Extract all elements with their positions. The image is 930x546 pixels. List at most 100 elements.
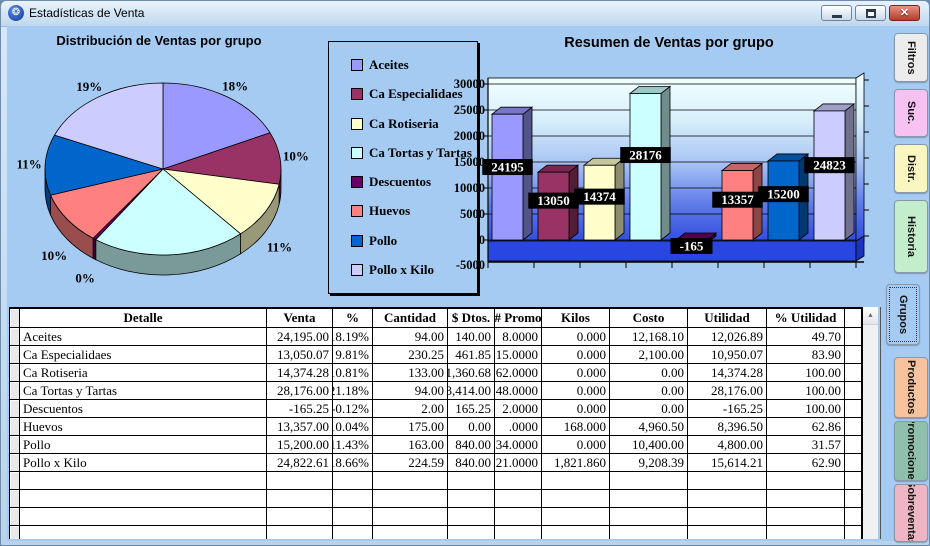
table-row[interactable]: Descuentos -165.25 -0.12% 2.00 165.25 2.0000 0… (10, 400, 862, 418)
tab-filtros[interactable]: Filtros (894, 33, 928, 82)
tab-grupos[interactable]: Grupos (886, 284, 920, 345)
column-header: Cantidad (373, 309, 448, 328)
table-row[interactable]: Ca Rotiseria14,374.2810.81%133.001,360.6… (10, 364, 862, 382)
svg-text:24823: 24823 (813, 158, 846, 173)
table-header-row: Detalle Venta% Cantidad $ Dtos. # Promo Kilos… (10, 309, 862, 328)
table-cell (845, 346, 862, 364)
table-cell: 49.70 (767, 328, 845, 346)
table-cell: Huevos (20, 418, 267, 436)
table-scrollbar[interactable]: ▲ (862, 307, 878, 539)
svg-text:28176: 28176 (629, 148, 662, 163)
tab-label: Sobreventas (905, 484, 917, 542)
table-cell: 4,960.50 (610, 418, 688, 436)
table-cell (20, 526, 267, 539)
table-cell: 14,374.28 (267, 364, 333, 382)
legend-item: Descuentos (351, 174, 473, 190)
legend-item: Huevos (351, 203, 473, 219)
tab-promociones[interactable]: Promociones (894, 421, 928, 481)
table-cell: 9,208.39 (610, 454, 688, 472)
sales-table: Detalle Venta% Cantidad $ Dtos. # Promo Kilos… (9, 307, 881, 539)
table-cell (333, 490, 373, 508)
table-cell: 140.00 (448, 328, 495, 346)
table-cell: 1,821.860 (542, 454, 610, 472)
table-cell: 8,396.50 (688, 418, 767, 436)
table-cell: 14,374.28 (688, 364, 767, 382)
table-cell: 0.00 (448, 418, 495, 436)
table-cell: 10.04% (333, 418, 373, 436)
table-cell (688, 508, 767, 526)
table-cell (448, 508, 495, 526)
column-header: Venta (267, 309, 333, 328)
table-cell (610, 526, 688, 539)
close-icon: ✕ (899, 6, 910, 19)
column-header: Utilidad (688, 309, 767, 328)
table-cell: 21.18% (333, 382, 373, 400)
table-cell: 94.00 (373, 382, 448, 400)
table-empty-row[interactable] (10, 490, 862, 508)
table-empty-row[interactable] (10, 526, 862, 539)
table-empty-row[interactable] (10, 508, 862, 526)
table-cell: -165.25 (267, 400, 333, 418)
tab-historia[interactable]: Historia (894, 200, 928, 273)
table-cell: 12,026.89 (688, 328, 767, 346)
table-cell: 100.00 (767, 382, 845, 400)
table-row[interactable]: Ca Tortas y Tartas28,176.0021.18%94.003,… (10, 382, 862, 400)
legend-item: Pollo x Kilo (351, 262, 473, 278)
table-cell: 10,950.07 (688, 346, 767, 364)
legend-swatch (351, 59, 363, 71)
table-cell (845, 436, 862, 454)
table-cell: 13,357.00 (267, 418, 333, 436)
table-cell (10, 526, 20, 539)
table-cell (20, 508, 267, 526)
table-cell: Pollo (20, 436, 267, 454)
table-cell: 28,176.00 (267, 382, 333, 400)
table-cell: 0.000 (542, 382, 610, 400)
table-cell (10, 436, 20, 454)
table-cell: 0.000 (542, 328, 610, 346)
svg-text:11%: 11% (267, 239, 292, 254)
svg-text:13357: 13357 (721, 192, 754, 207)
column-header: % (333, 309, 373, 328)
table-cell (767, 508, 845, 526)
legend-swatch (351, 146, 363, 159)
table-cell: 0.00 (610, 400, 688, 418)
svg-text:10%: 10% (283, 148, 309, 163)
minimize-button[interactable] (821, 5, 852, 21)
maximize-button[interactable] (855, 5, 886, 21)
table-row[interactable]: Ca Especialidaes 13,050.07 9.81% 230.25 461.… (10, 346, 862, 364)
table-cell: 10,400.00 (610, 436, 688, 454)
close-button[interactable]: ✕ (889, 5, 920, 21)
table-cell: 8.0000 (495, 328, 542, 346)
table-row[interactable]: Aceites24,195.0018.19%94.00140.008.00000… (10, 328, 862, 346)
table-empty-row[interactable] (10, 472, 862, 490)
table-cell (333, 508, 373, 526)
app-icon: ❂ (8, 5, 24, 21)
table-cell (845, 418, 862, 436)
table-row[interactable]: Pollo 15,200.00 11.43% 163.00 840.00 34.0000 0… (10, 436, 862, 454)
tab-label: Productos (905, 360, 917, 415)
titlebar[interactable]: ❂ Estadísticas de Venta ✕ (1, 1, 929, 27)
svg-text:25000: 25000 (454, 103, 485, 117)
scrollbar-up-button[interactable]: ▲ (863, 307, 878, 325)
table-cell: 11.43% (333, 436, 373, 454)
table-cell (610, 472, 688, 490)
tab-productos[interactable]: Productos (894, 357, 928, 418)
table-cell: 0.000 (542, 436, 610, 454)
table-cell: 168.000 (542, 418, 610, 436)
table-cell: 840.00 (448, 454, 495, 472)
table-cell (267, 472, 333, 490)
legend-label: Pollo (369, 232, 398, 248)
table-row[interactable]: Huevos13,357.0010.04%175.000.00.0000168.… (10, 418, 862, 436)
table-cell (267, 526, 333, 539)
legend-item: Pollo (351, 233, 473, 249)
tab-distr[interactable]: Distr. (894, 144, 928, 193)
tab-suc[interactable]: Suc. (894, 89, 928, 137)
tab-sobreventas[interactable]: Sobreventas (894, 484, 928, 542)
pie-chart-title: Distribución de Ventas por grupo (56, 33, 262, 48)
column-header: % Utilidad (767, 309, 845, 328)
table-cell (10, 382, 20, 400)
table-row[interactable]: Pollo x Kilo24,822.6118.66%224.59840.002… (10, 454, 862, 472)
svg-text:0: 0 (479, 233, 485, 247)
table-cell (373, 490, 448, 508)
legend-label: Pollo x Kilo (369, 261, 434, 277)
